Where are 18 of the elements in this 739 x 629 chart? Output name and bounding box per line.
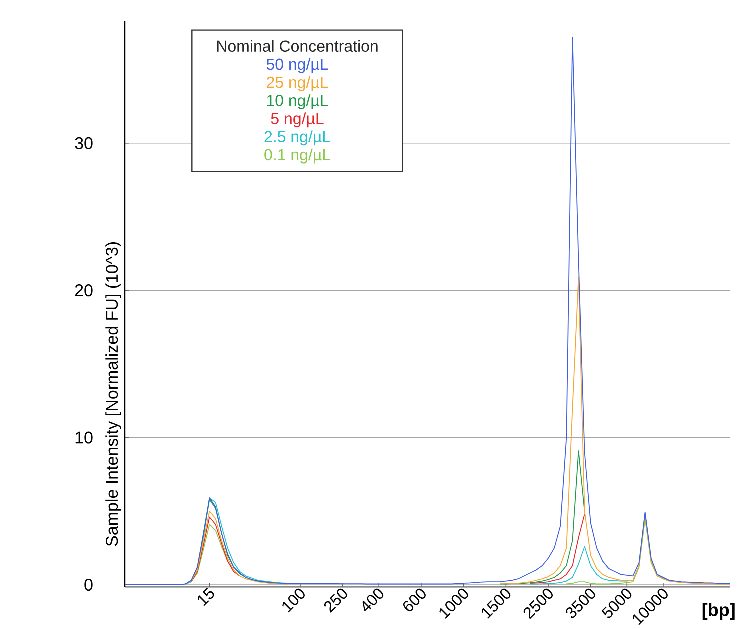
y-tick-label: 20 [75, 284, 93, 297]
x-axis-title: [bp] [702, 603, 735, 620]
text: 0.1 ng/µL [264, 148, 330, 164]
y-tick-label: 10 [76, 432, 93, 444]
x-tick-label: 250 [324, 588, 348, 613]
x-tick-label: 600 [403, 588, 426, 612]
text: 25 ng/µL [267, 76, 328, 92]
y-tick-label: 0 [84, 578, 93, 592]
legend-title: Nominal Concentration [217, 40, 378, 52]
text: 10 ng/µL [267, 94, 328, 110]
text: 2.5 ng/µL [264, 130, 330, 146]
x-tick-label: 400 [362, 588, 384, 612]
x-tick-label: 15 [198, 588, 214, 606]
text: 50 ng/µL [266, 58, 328, 74]
y-axis-title: Sample Intensity [Normalized FU] (10^3) [106, 242, 122, 546]
x-tick-label: 100 [282, 588, 305, 613]
y-tick-label: 30 [75, 137, 93, 150]
text: 5 ng/µL [271, 112, 324, 128]
